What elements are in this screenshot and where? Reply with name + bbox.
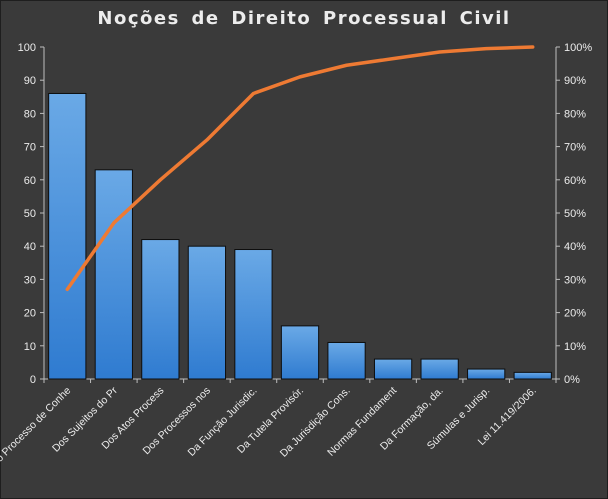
y-tick-label: 60 [24,175,36,187]
y2-tick-label: 100% [564,42,592,54]
cumulative-line [65,45,535,292]
y2-tick-label: 20% [564,308,586,320]
bar [94,169,133,380]
y2-tick-label: 80% [564,108,586,120]
bar [234,249,273,380]
y-tick-label: 10 [24,341,36,353]
y2-tick-label: 90% [564,75,586,87]
y-tick-label: 50 [24,208,36,220]
y2-tick-label: 70% [564,142,586,154]
y-tick-label: 80 [24,108,36,120]
bar [513,371,552,380]
bar [280,325,320,380]
x-category-label: Do Processo de Conhe [0,385,73,470]
y-tick-label: 100 [18,42,36,54]
y2-tick-label: 60% [564,175,586,187]
y-tick-label: 70 [24,142,36,154]
bar [48,92,87,380]
bar [420,358,459,380]
bar [187,245,227,380]
y-tick-label: 90 [24,75,36,87]
y2-tick-label: 30% [564,274,586,286]
y2-tick-label: 40% [564,241,586,253]
y-tick-label: 20 [24,308,36,320]
bar [327,341,366,380]
y-tick-label: 40 [24,241,36,253]
bar [373,358,413,380]
y2-tick-label: 50% [564,208,586,220]
cumulative-line-series [65,45,535,292]
bar-series [48,92,552,380]
bar [467,368,506,380]
y-tick-label: 0 [30,374,36,386]
y2-tick-label: 10% [564,341,586,353]
y-tick-label: 30 [24,274,36,286]
y2-tick-label: 0% [564,374,580,386]
chart-title: Noções de Direito Processual Civil [97,8,511,29]
bar [141,239,180,380]
